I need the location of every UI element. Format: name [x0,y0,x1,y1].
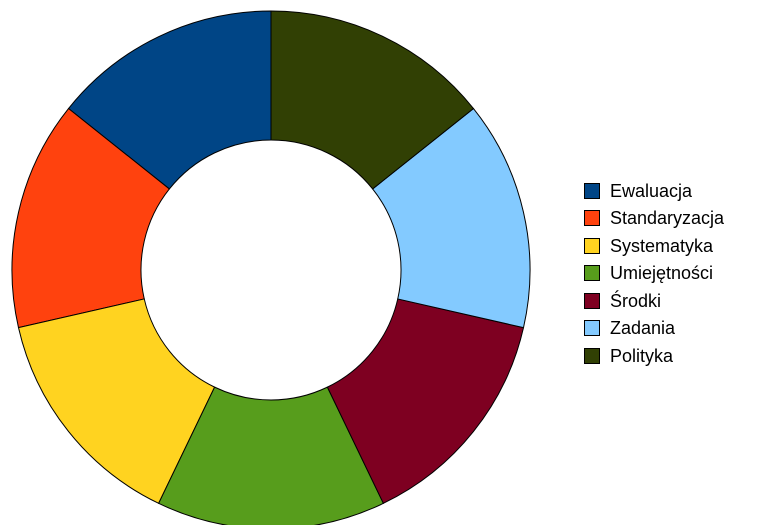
legend-label: Systematyka [610,235,714,256]
legend-swatch [584,210,600,227]
legend-label: Polityka [610,345,674,366]
legend-label: Zadania [610,318,676,339]
legend-label: Ewaluacja [610,180,693,201]
legend-item: Ewaluacja [584,177,724,205]
legend-item: Systematyka [584,232,724,260]
slice-3 [157,386,385,525]
legend-swatch [584,320,600,337]
chart-legend: Ewaluacja Standaryzacja Systematyka Umiejęt… [584,177,724,370]
slice-5 [371,107,531,329]
legend-label: Standaryzacja [610,208,725,229]
legend-swatch [584,347,600,364]
legend-label: Umiejętności [610,263,714,284]
slice-1 [11,107,171,329]
legend-swatch [584,265,600,282]
slice-6 [270,10,475,190]
legend-swatch [584,292,600,309]
donut-slices [11,10,531,525]
legend-item: Umiejętności [584,260,724,288]
legend-item: Zadania [584,315,724,343]
legend-item: Środki [584,287,724,315]
legend-swatch [584,182,600,199]
slice-2 [17,298,216,505]
legend-swatch [584,237,600,254]
legend-item: Standaryzacja [584,205,724,233]
legend-label: Środki [610,290,662,311]
slice-0 [67,10,272,190]
legend-item: Polityka [584,342,724,370]
slice-4 [326,298,525,505]
